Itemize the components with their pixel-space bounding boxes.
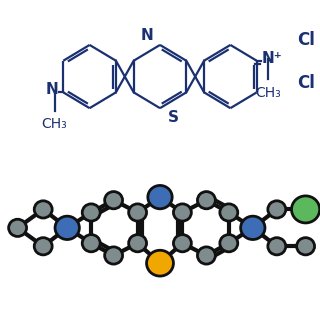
Circle shape [105,247,123,264]
Text: N⁺: N⁺ [261,51,282,66]
Text: Cl: Cl [298,31,316,49]
Circle shape [148,186,172,209]
Circle shape [220,204,238,221]
Circle shape [197,192,215,209]
Text: CH₃: CH₃ [41,117,67,131]
Circle shape [241,216,265,239]
Circle shape [197,247,215,264]
Circle shape [34,201,52,218]
Circle shape [55,216,79,239]
Circle shape [129,204,147,221]
Text: N: N [140,28,153,43]
Circle shape [147,250,173,276]
Circle shape [220,235,238,252]
Circle shape [297,238,315,255]
Text: S: S [168,110,179,125]
Circle shape [105,192,123,209]
Circle shape [268,201,286,218]
Circle shape [173,204,191,221]
Circle shape [82,235,100,252]
Circle shape [34,238,52,255]
Circle shape [82,204,100,221]
Text: N: N [46,82,59,97]
Circle shape [129,235,147,252]
Text: CH₃: CH₃ [255,86,281,100]
Circle shape [268,238,286,255]
Circle shape [9,219,27,236]
Text: Cl: Cl [298,74,316,92]
Circle shape [292,196,320,223]
Circle shape [173,235,191,252]
